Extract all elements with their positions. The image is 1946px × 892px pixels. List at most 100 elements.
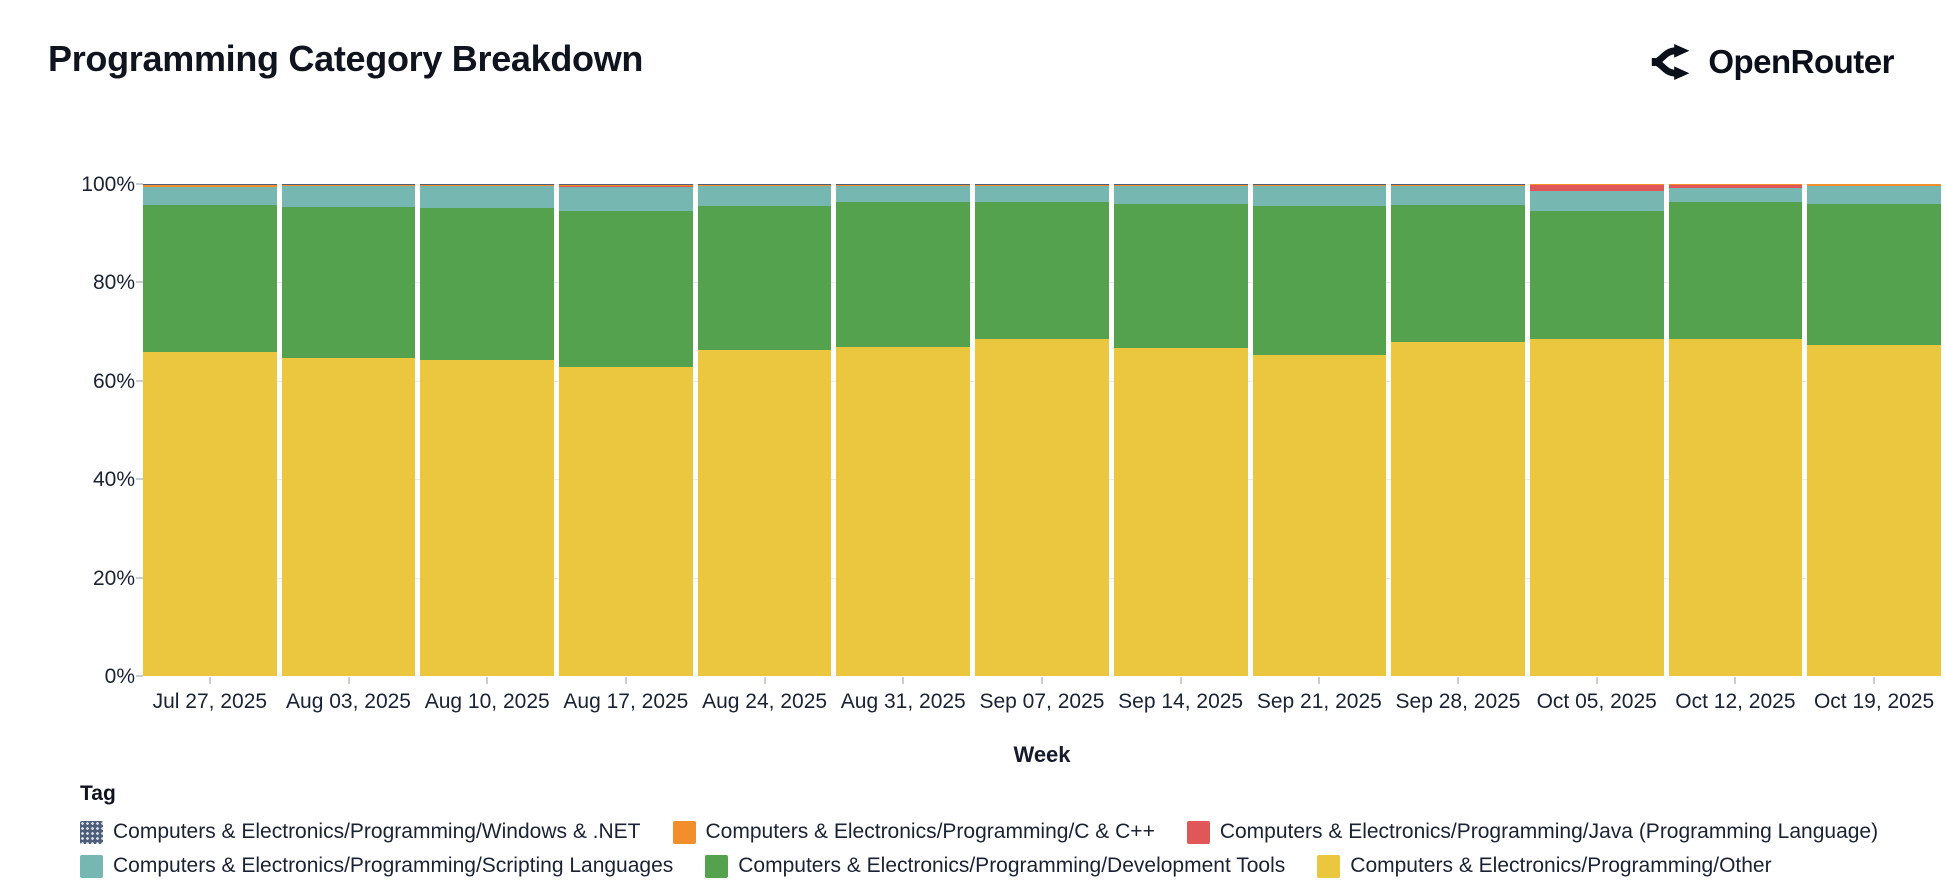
y-tick-label: 80% [92, 271, 135, 295]
bar-segment[interactable] [1807, 186, 1941, 204]
brand-logo[interactable]: OpenRouter [1648, 42, 1894, 82]
legend-item[interactable]: Computers & Electronics/Programming/Wind… [80, 820, 641, 844]
bar-segment[interactable] [1529, 338, 1664, 676]
bar-segment[interactable] [836, 184, 971, 187]
y-tick-mark [136, 281, 143, 284]
bar [1529, 184, 1664, 676]
bar-segment[interactable] [1807, 203, 1941, 346]
bar-segment[interactable] [1529, 185, 1664, 191]
legend-item[interactable]: Computers & Electronics/Programming/Java… [1186, 820, 1879, 844]
x-axis-labels: Jul 27, 2025 Aug 03, 2025 Aug 10, 2025 Aug … [143, 690, 1941, 714]
bar [697, 184, 832, 676]
bar-segment[interactable] [836, 186, 971, 202]
bar-segment[interactable] [1252, 355, 1387, 676]
legend-item[interactable]: Computers & Electronics/Programming/Scri… [80, 854, 673, 878]
bar-segment[interactable] [143, 184, 277, 187]
bar-segment[interactable] [975, 201, 1109, 340]
bar-segment[interactable] [1391, 205, 1525, 342]
x-tick-mark [1873, 677, 1876, 684]
x-tick-label: Aug 03, 2025 [286, 690, 411, 713]
legend-label: Computers & Electronics/Programming/Wind… [113, 820, 641, 843]
bar-segment[interactable] [1391, 184, 1525, 187]
bar-segment[interactable] [281, 207, 416, 358]
legend-swatch-icon [80, 820, 103, 844]
bar-segment[interactable] [1668, 188, 1803, 202]
x-tick-mark [1041, 677, 1043, 684]
legend-title: Tag [80, 782, 116, 805]
bar-segment[interactable] [1391, 341, 1525, 676]
bar-segment[interactable] [1113, 203, 1248, 348]
bar-segment[interactable] [1668, 201, 1803, 339]
bar-segment[interactable] [559, 366, 693, 676]
legend-item[interactable]: Computers & Electronics/Programming/Othe… [1317, 854, 1772, 878]
bar [559, 184, 693, 676]
legend-row-2: Computers & Electronics/Programming/Scri… [80, 854, 1900, 878]
legend-label: Computers & Electronics/Programming/Scri… [113, 854, 674, 877]
bar-segment[interactable] [143, 351, 277, 676]
legend-label: Computers & Electronics/Programming/Othe… [1350, 854, 1772, 877]
x-tick-label: Aug 24, 2025 [702, 690, 828, 713]
legend-row-1: Computers & Electronics/Programming/Wind… [80, 820, 1900, 844]
bar-segment[interactable] [420, 184, 555, 187]
bar-segment[interactable] [697, 206, 832, 351]
legend: Tag Computers & Electronics/Programming/… [80, 782, 1900, 888]
bar-segment[interactable] [420, 360, 555, 676]
y-tick-mark [136, 675, 143, 677]
bar-segment[interactable] [559, 210, 693, 367]
x-tick-label: Oct 12, 2025 [1675, 690, 1796, 713]
legend-swatch-icon [1317, 854, 1341, 878]
bar [1807, 184, 1941, 676]
bar-segment[interactable] [1529, 210, 1664, 339]
openrouter-icon [1652, 44, 1690, 80]
bars [143, 184, 1941, 676]
bar-segment[interactable] [143, 186, 277, 206]
bar-segment[interactable] [1668, 338, 1803, 676]
bar-segment[interactable] [1252, 184, 1387, 187]
x-tick-label: Aug 31, 2025 [840, 690, 966, 713]
x-tick-mark [763, 677, 766, 684]
bar-segment[interactable] [559, 184, 693, 187]
bar [1252, 184, 1387, 676]
bar-segment[interactable] [1252, 206, 1387, 356]
bar-segment[interactable] [1252, 186, 1387, 207]
bar-segment[interactable] [1668, 184, 1803, 186]
y-tick-label: 0% [104, 665, 135, 688]
bar-segment[interactable] [420, 207, 555, 361]
bar-segment[interactable] [1391, 186, 1525, 206]
bar-segment[interactable] [1113, 347, 1248, 676]
x-tick-label: Sep 14, 2025 [1118, 690, 1244, 713]
bar-segment[interactable] [1807, 184, 1941, 186]
y-tick-label: 20% [92, 566, 135, 590]
bar-segment[interactable] [1668, 185, 1803, 189]
x-tick-mark [1734, 677, 1737, 684]
bar-segment[interactable] [1529, 190, 1664, 211]
bar-segment[interactable] [1529, 184, 1664, 186]
bar-segment[interactable] [1113, 184, 1248, 187]
bar-segment[interactable] [420, 186, 555, 208]
x-tick-mark [208, 677, 211, 684]
bar-segment[interactable] [836, 346, 971, 676]
bar-segment[interactable] [1807, 345, 1941, 676]
legend-item[interactable]: Computers & Electronics/Programming/Deve… [705, 854, 1285, 878]
legend-label: Computers & Electronics/Programming/Java… [1219, 820, 1879, 843]
legend-swatch-icon [80, 854, 103, 878]
bar-segment[interactable] [281, 186, 416, 208]
bar-segment[interactable] [697, 186, 832, 207]
bar-segment[interactable] [281, 184, 416, 187]
bar-segment[interactable] [1113, 186, 1248, 204]
x-axis-title: Week [1013, 742, 1071, 767]
x-tick-label: Oct 05, 2025 [1536, 690, 1657, 713]
bar-segment[interactable] [975, 186, 1109, 202]
bar-segment[interactable] [975, 339, 1109, 676]
bar-segment[interactable] [697, 350, 832, 676]
bar-segment[interactable] [559, 186, 693, 211]
bar-segment[interactable] [281, 357, 416, 676]
y-tick-mark [136, 576, 143, 579]
bar-segment[interactable] [836, 201, 971, 347]
page-title: Programming Category Breakdown [48, 38, 644, 79]
x-tick-label: Sep 21, 2025 [1256, 690, 1382, 713]
bar-segment[interactable] [143, 205, 277, 352]
legend-item[interactable]: Computers & Electronics/Programming/C & … [672, 820, 1155, 844]
bar-segment[interactable] [697, 184, 832, 187]
bar-segment[interactable] [975, 184, 1109, 187]
